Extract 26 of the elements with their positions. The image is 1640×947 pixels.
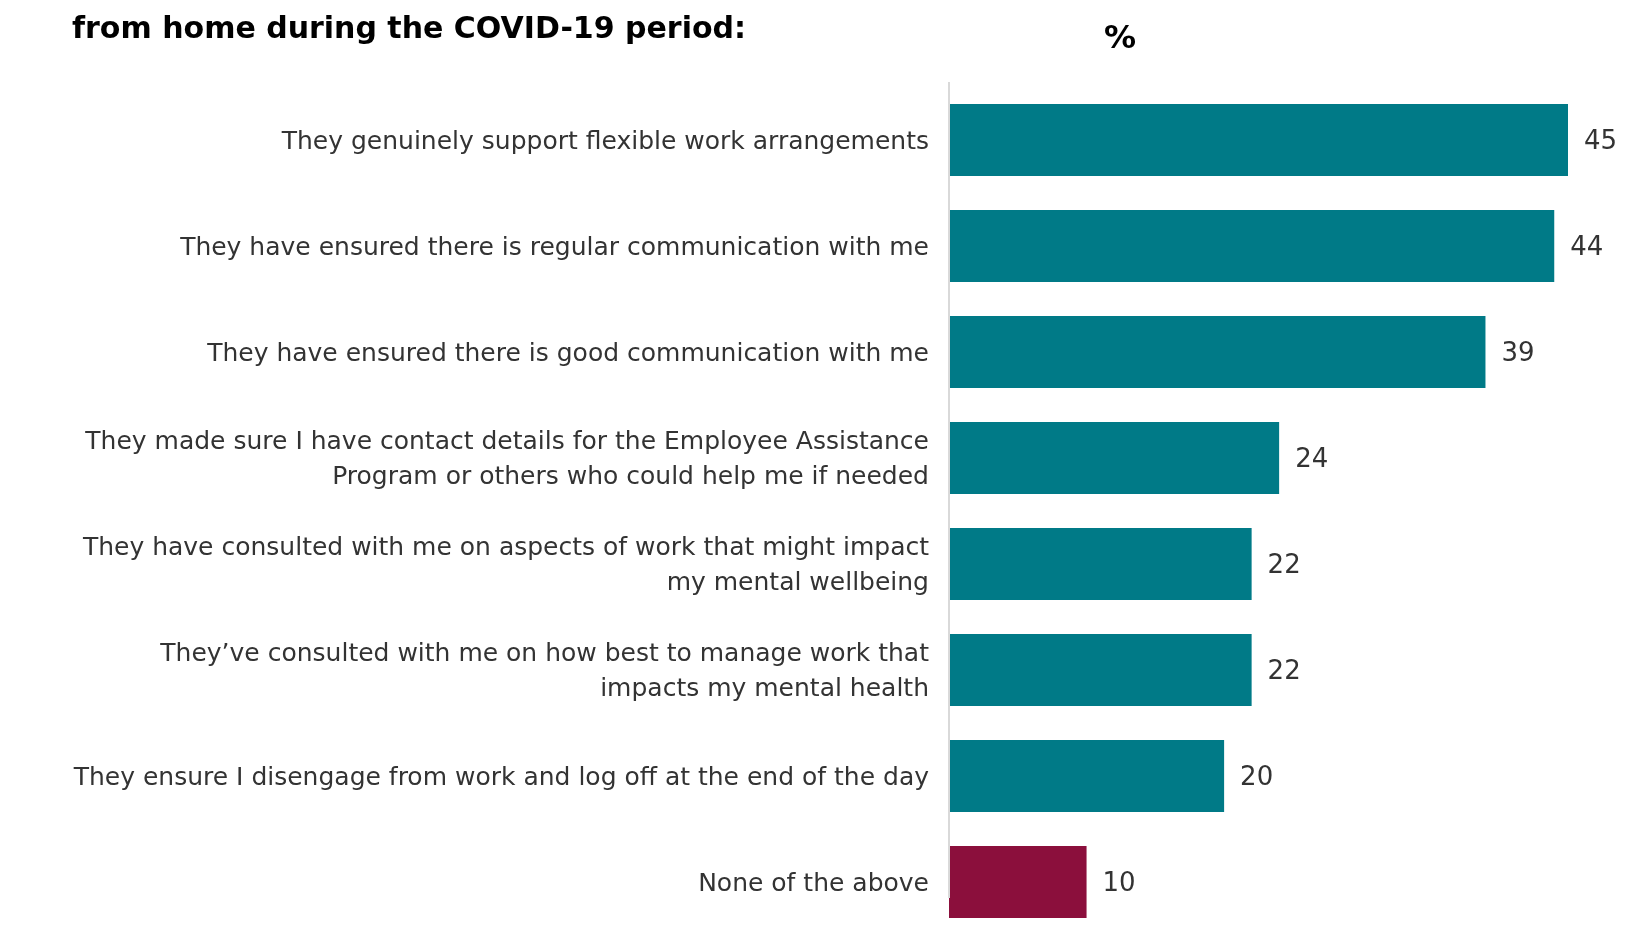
data-label: 20 [1240,761,1274,792]
data-label: 24 [1295,443,1329,474]
y-tick-label: They genuinely support flexible work arrangements [280,125,929,155]
bar [949,316,1486,388]
data-label: 39 [1501,337,1535,368]
text: from home during the COVID-19 period: [72,10,747,45]
y-tick-label: None of the above [698,867,929,897]
data-label: 22 [1267,655,1301,686]
bar [949,528,1252,600]
data-label: 22 [1267,549,1301,580]
bar [949,634,1252,706]
data-label: 45 [1584,125,1618,156]
data-label: 44 [1570,231,1604,262]
bar [949,422,1280,494]
y-tick-label: They ensure I disengage from work and log off at the end of the day [72,761,930,791]
bar [949,104,1568,176]
y-tick-label: They made sure I have contact details for the Employee Assistance Program or others who could help me if needed [84,426,929,491]
bar [949,210,1555,282]
y-tick-label: They’ve consulted with me on how best to manage work that impacts my mental health [159,638,930,703]
y-tick-label: They have ensured there is good communication with me [206,337,929,367]
y-tick-label: They have ensured there is regular communication with me [179,231,929,261]
bar [949,846,1087,918]
x-axis-title: % [1103,18,1137,56]
bar [949,740,1225,812]
y-tick-label: They have consulted with me on aspects of work that might impact my mental wellbeing [81,532,930,597]
data-label: 10 [1102,867,1136,898]
